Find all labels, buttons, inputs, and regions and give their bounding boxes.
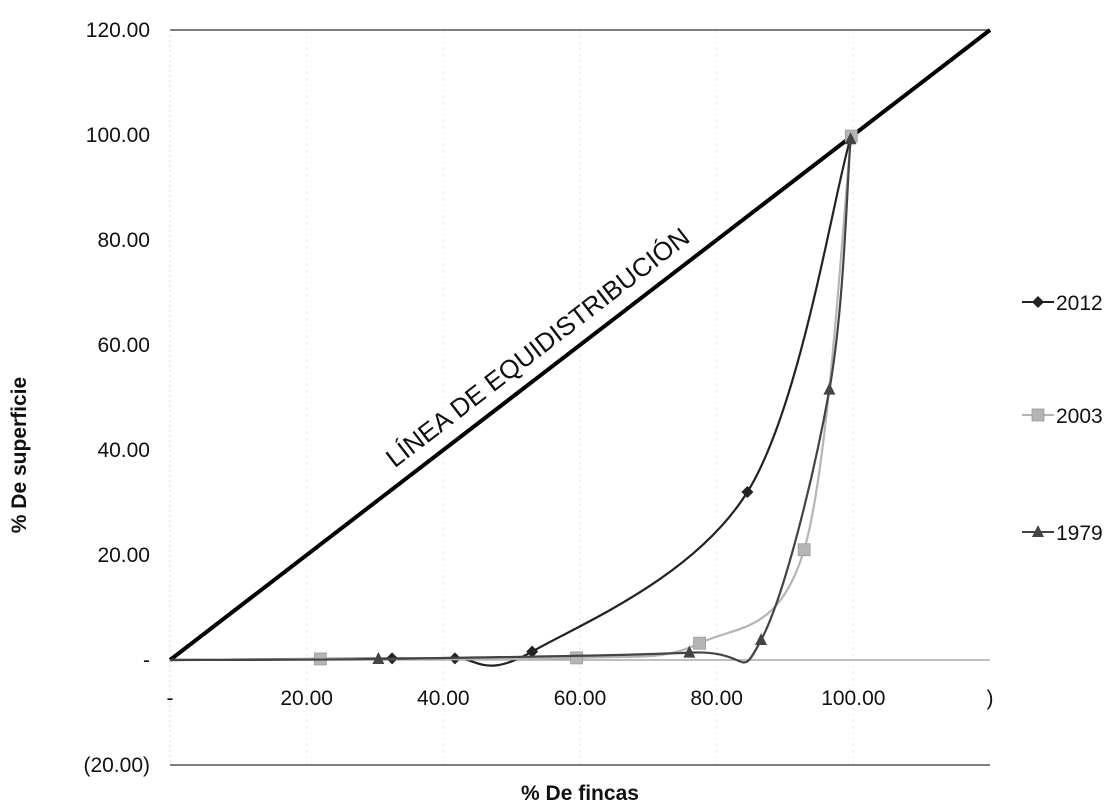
y-axis-label: % De superficie xyxy=(8,377,31,533)
data-point-1979 xyxy=(372,651,385,664)
y-tick-label: 120.00 xyxy=(86,19,150,42)
x-tick-label: 100.00 xyxy=(821,687,885,710)
data-point-1979 xyxy=(683,645,696,658)
legend-label: 2003 xyxy=(1056,405,1103,428)
y-tick-label: 80.00 xyxy=(97,229,150,252)
data-point-1979 xyxy=(823,382,836,395)
legend-marker xyxy=(1031,408,1045,422)
data-point-1979 xyxy=(844,132,857,145)
legend-item-1979: 1979 xyxy=(1022,522,1103,545)
y-tick-label: (20.00) xyxy=(83,754,150,777)
x-tick-label: 60.00 xyxy=(554,687,607,710)
x-tick-label: 80.00 xyxy=(690,687,743,710)
y-tick-label: 100.00 xyxy=(86,124,150,147)
data-point-2003 xyxy=(693,636,706,650)
x-tick-label: - xyxy=(167,687,174,710)
legend-item-2012: 2012 xyxy=(1022,292,1103,315)
y-tick-label: 40.00 xyxy=(97,439,150,462)
legend-label: 1979 xyxy=(1056,522,1103,545)
gridlines xyxy=(306,30,854,765)
equidistribution-label: LÍNEA DE EQUIDISTRIBUCIÓN xyxy=(380,221,695,473)
x-axis-label: % De fincas xyxy=(521,782,639,805)
data-point-2003 xyxy=(797,543,811,557)
legend: 2012 2003 1979 xyxy=(1022,292,1103,545)
data-point-2003 xyxy=(570,651,583,665)
series-layer xyxy=(169,129,858,667)
y-tick-label: 60.00 xyxy=(97,334,150,357)
series-line-2012 xyxy=(169,139,851,667)
x-tick-label: 20.00 xyxy=(280,687,333,710)
y-tick-label: 20.00 xyxy=(97,544,150,567)
tick-labels: (20.00) - 20.00 40.00 60.00 80.00 100.00 120.00… xyxy=(83,19,993,777)
legend-marker xyxy=(1032,525,1044,537)
series-1979 xyxy=(169,132,857,664)
x-tick-label: ) xyxy=(987,687,994,710)
y-tick-label: - xyxy=(143,649,150,672)
data-point-1979 xyxy=(755,633,768,646)
data-point-2012 xyxy=(741,486,754,498)
legend-marker xyxy=(1032,296,1044,308)
data-point-2012 xyxy=(526,645,539,658)
series-line-1979 xyxy=(169,139,852,664)
legend-item-2003: 2003 xyxy=(1022,405,1103,428)
legend-label: 2012 xyxy=(1056,292,1103,315)
x-tick-label: 40.00 xyxy=(417,687,470,710)
